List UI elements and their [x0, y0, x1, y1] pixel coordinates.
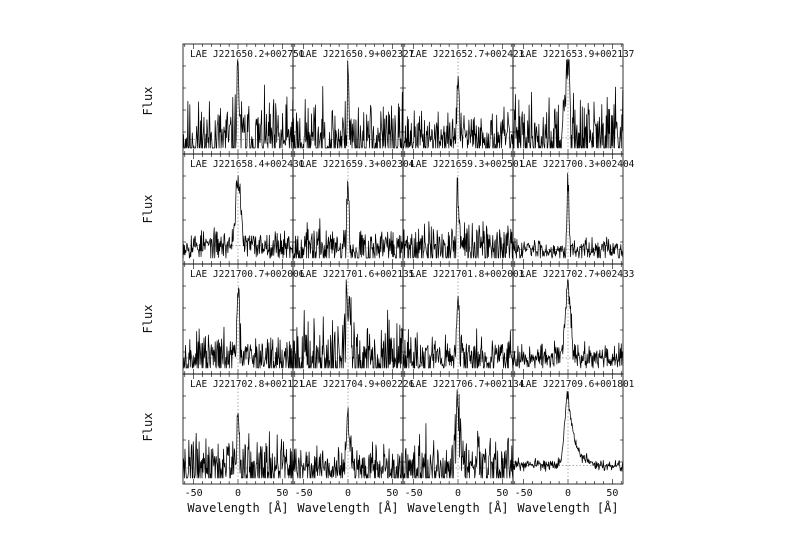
spectrum-line	[402, 389, 514, 479]
x-tick-label: -50	[515, 488, 533, 499]
panel-title: LAE J221702.8+002121	[190, 379, 305, 390]
x-axis-label-col-2: Wavelength [Å]	[297, 500, 398, 515]
panel-title: LAE J221659.3+002501	[410, 159, 525, 170]
spectrum-line	[292, 60, 404, 149]
panel-title: LAE J221709.6+001801	[520, 379, 635, 390]
y-axis-label-row-4: Flux	[141, 413, 155, 442]
spectrum-line	[512, 172, 624, 259]
x-axis-label-col-3: Wavelength [Å]	[407, 500, 508, 515]
panel-frame	[292, 153, 404, 265]
spectrum-line	[402, 177, 514, 259]
y-axis-label-row-3: Flux	[141, 305, 155, 334]
x-tick-label: 50	[276, 488, 288, 499]
spectrum-line	[183, 287, 294, 369]
panel-title: LAE J221704.9+002226	[300, 379, 415, 390]
panel-title: LAE J221653.9+002137	[520, 49, 634, 60]
spectrum-line	[292, 279, 404, 369]
x-tick-label: 0	[565, 488, 571, 499]
x-tick-label: 50	[496, 488, 508, 499]
panel-title: LAE J221658.4+002430	[190, 159, 305, 170]
spectrum-line	[512, 279, 623, 369]
x-tick-label: 0	[345, 488, 351, 499]
spectrum-line	[182, 59, 294, 149]
x-axis-label-col-1: Wavelength [Å]	[187, 500, 288, 515]
spectrum-line	[182, 412, 294, 479]
panel-frame	[402, 263, 514, 375]
panel-title: LAE J221701.6+002135	[300, 269, 414, 280]
panel-title: LAE J221650.2+002750	[190, 49, 305, 60]
spectrum-line	[403, 75, 514, 149]
panel-title: LAE J221700.7+002006	[190, 269, 305, 280]
x-tick-label: -50	[405, 488, 423, 499]
spectrum-line	[512, 59, 624, 149]
x-tick-label: -50	[185, 488, 203, 499]
y-axis-label-row-2: Flux	[141, 195, 155, 224]
x-axis-label-col-4: Wavelength [Å]	[517, 500, 618, 515]
x-tick-label: 0	[455, 488, 461, 499]
spectrum-line	[182, 175, 294, 259]
x-tick-label: 0	[235, 488, 241, 499]
spectrum-line	[512, 390, 624, 472]
panel-frame	[512, 373, 624, 485]
x-tick-label: -50	[295, 488, 313, 499]
panel-title: LAE J221650.9+002327	[300, 49, 414, 60]
panel-title: LAE J221700.3+002404	[520, 159, 635, 170]
x-tick-label: 50	[606, 488, 618, 499]
x-tick-label: 50	[386, 488, 398, 499]
spectrum-line	[292, 407, 404, 479]
panel-title: LAE J221652.7+002423	[410, 49, 524, 60]
y-axis-label-row-1: Flux	[141, 87, 155, 116]
panel-title: LAE J221706.7+002134	[410, 379, 525, 390]
panel-frame	[512, 153, 624, 265]
panel-title: LAE J221702.7+002433	[520, 269, 634, 280]
spectrum-line	[402, 295, 514, 369]
panel-title: LAE J221659.3+002304	[300, 159, 415, 170]
panel-title: LAE J221701.8+002003	[410, 269, 524, 280]
spectrum-line	[292, 180, 404, 259]
